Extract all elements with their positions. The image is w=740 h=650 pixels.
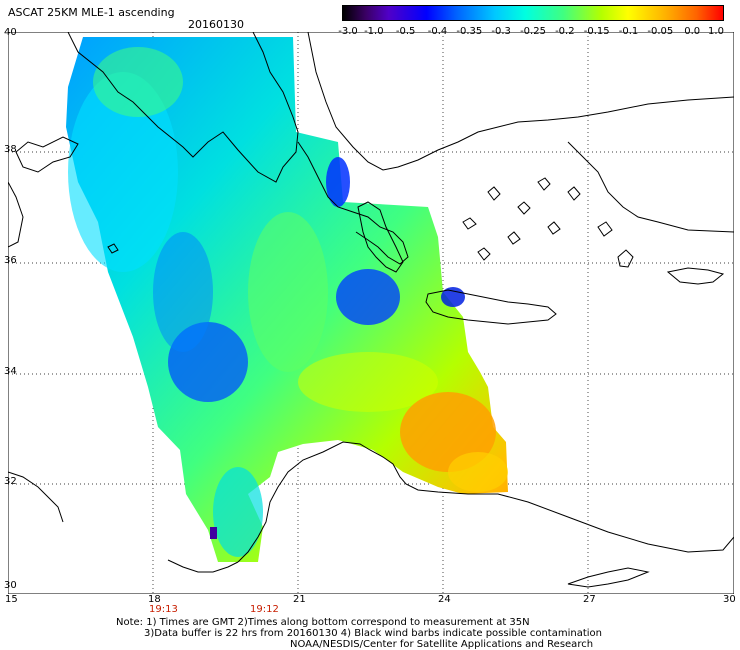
swath-cyan-west: [68, 72, 178, 272]
coast-sicily: [15, 136, 79, 173]
coast-egypt-bay: [567, 567, 650, 588]
map-date: 20160130: [188, 18, 244, 31]
lat-label-36: 36: [4, 255, 17, 266]
coast-crete: [425, 289, 557, 325]
map-plot: [8, 32, 734, 594]
coast-sardinia-edge: [8, 181, 24, 248]
note-line-2: 3)Data buffer is 22 hrs from 20160130 4)…: [144, 628, 602, 639]
time-label-1: 19:13: [149, 604, 178, 615]
lat-label-34: 34: [4, 366, 17, 377]
swath-orange-east: [400, 392, 496, 472]
swath-blue-west-2: [153, 232, 213, 352]
coast-turkey-sw: [567, 141, 734, 233]
swath-yellow-center: [298, 352, 438, 412]
note-line-3: NOAA/NESDIS/Center for Satellite Applica…: [290, 639, 594, 650]
lon-label-24: 24: [438, 594, 451, 605]
colorbar: [342, 5, 724, 21]
coast-peloponnese: [357, 201, 404, 273]
lon-label-27: 27: [583, 594, 596, 605]
coastlines: [8, 32, 734, 588]
swath-yellow-east: [448, 452, 508, 492]
data-swath: [66, 37, 508, 562]
time-label-2: 19:12: [250, 604, 279, 615]
note-line-1: Note: 1) Times are GMT 2)Times along bot…: [116, 617, 530, 628]
coast-italy: [67, 32, 299, 183]
coast-rhodes: [617, 249, 634, 268]
swath-blue-north: [326, 157, 350, 207]
lon-label-21: 21: [293, 594, 306, 605]
lat-label-32: 32: [4, 476, 17, 487]
coast-libya: [237, 441, 734, 563]
coast-tunisia: [8, 471, 64, 523]
lon-label-15: 15: [5, 594, 18, 605]
coast-greece-west: [297, 141, 409, 265]
swath-green-center: [248, 212, 328, 372]
swath-purple-pixel: [210, 527, 217, 539]
swath-green-north: [93, 47, 183, 117]
coast-malta: [107, 243, 119, 254]
coast-balkans: [307, 32, 734, 171]
lat-label-38: 38: [4, 144, 17, 155]
coast-gulf-sirte: [167, 559, 239, 573]
lat-label-40: 40: [4, 27, 17, 38]
coast-aegean-islands: [462, 177, 613, 261]
swath-blue-center: [336, 269, 400, 325]
swath-blue-crete: [441, 287, 465, 307]
coast-cyprus: [666, 267, 725, 285]
swath-cyan-south: [213, 467, 263, 557]
lat-label-30: 30: [4, 580, 17, 591]
map-title: ASCAT 25KM MLE-1 ascending: [8, 6, 175, 19]
lon-label-18: 18: [148, 594, 161, 605]
lon-label-30: 30: [723, 594, 736, 605]
